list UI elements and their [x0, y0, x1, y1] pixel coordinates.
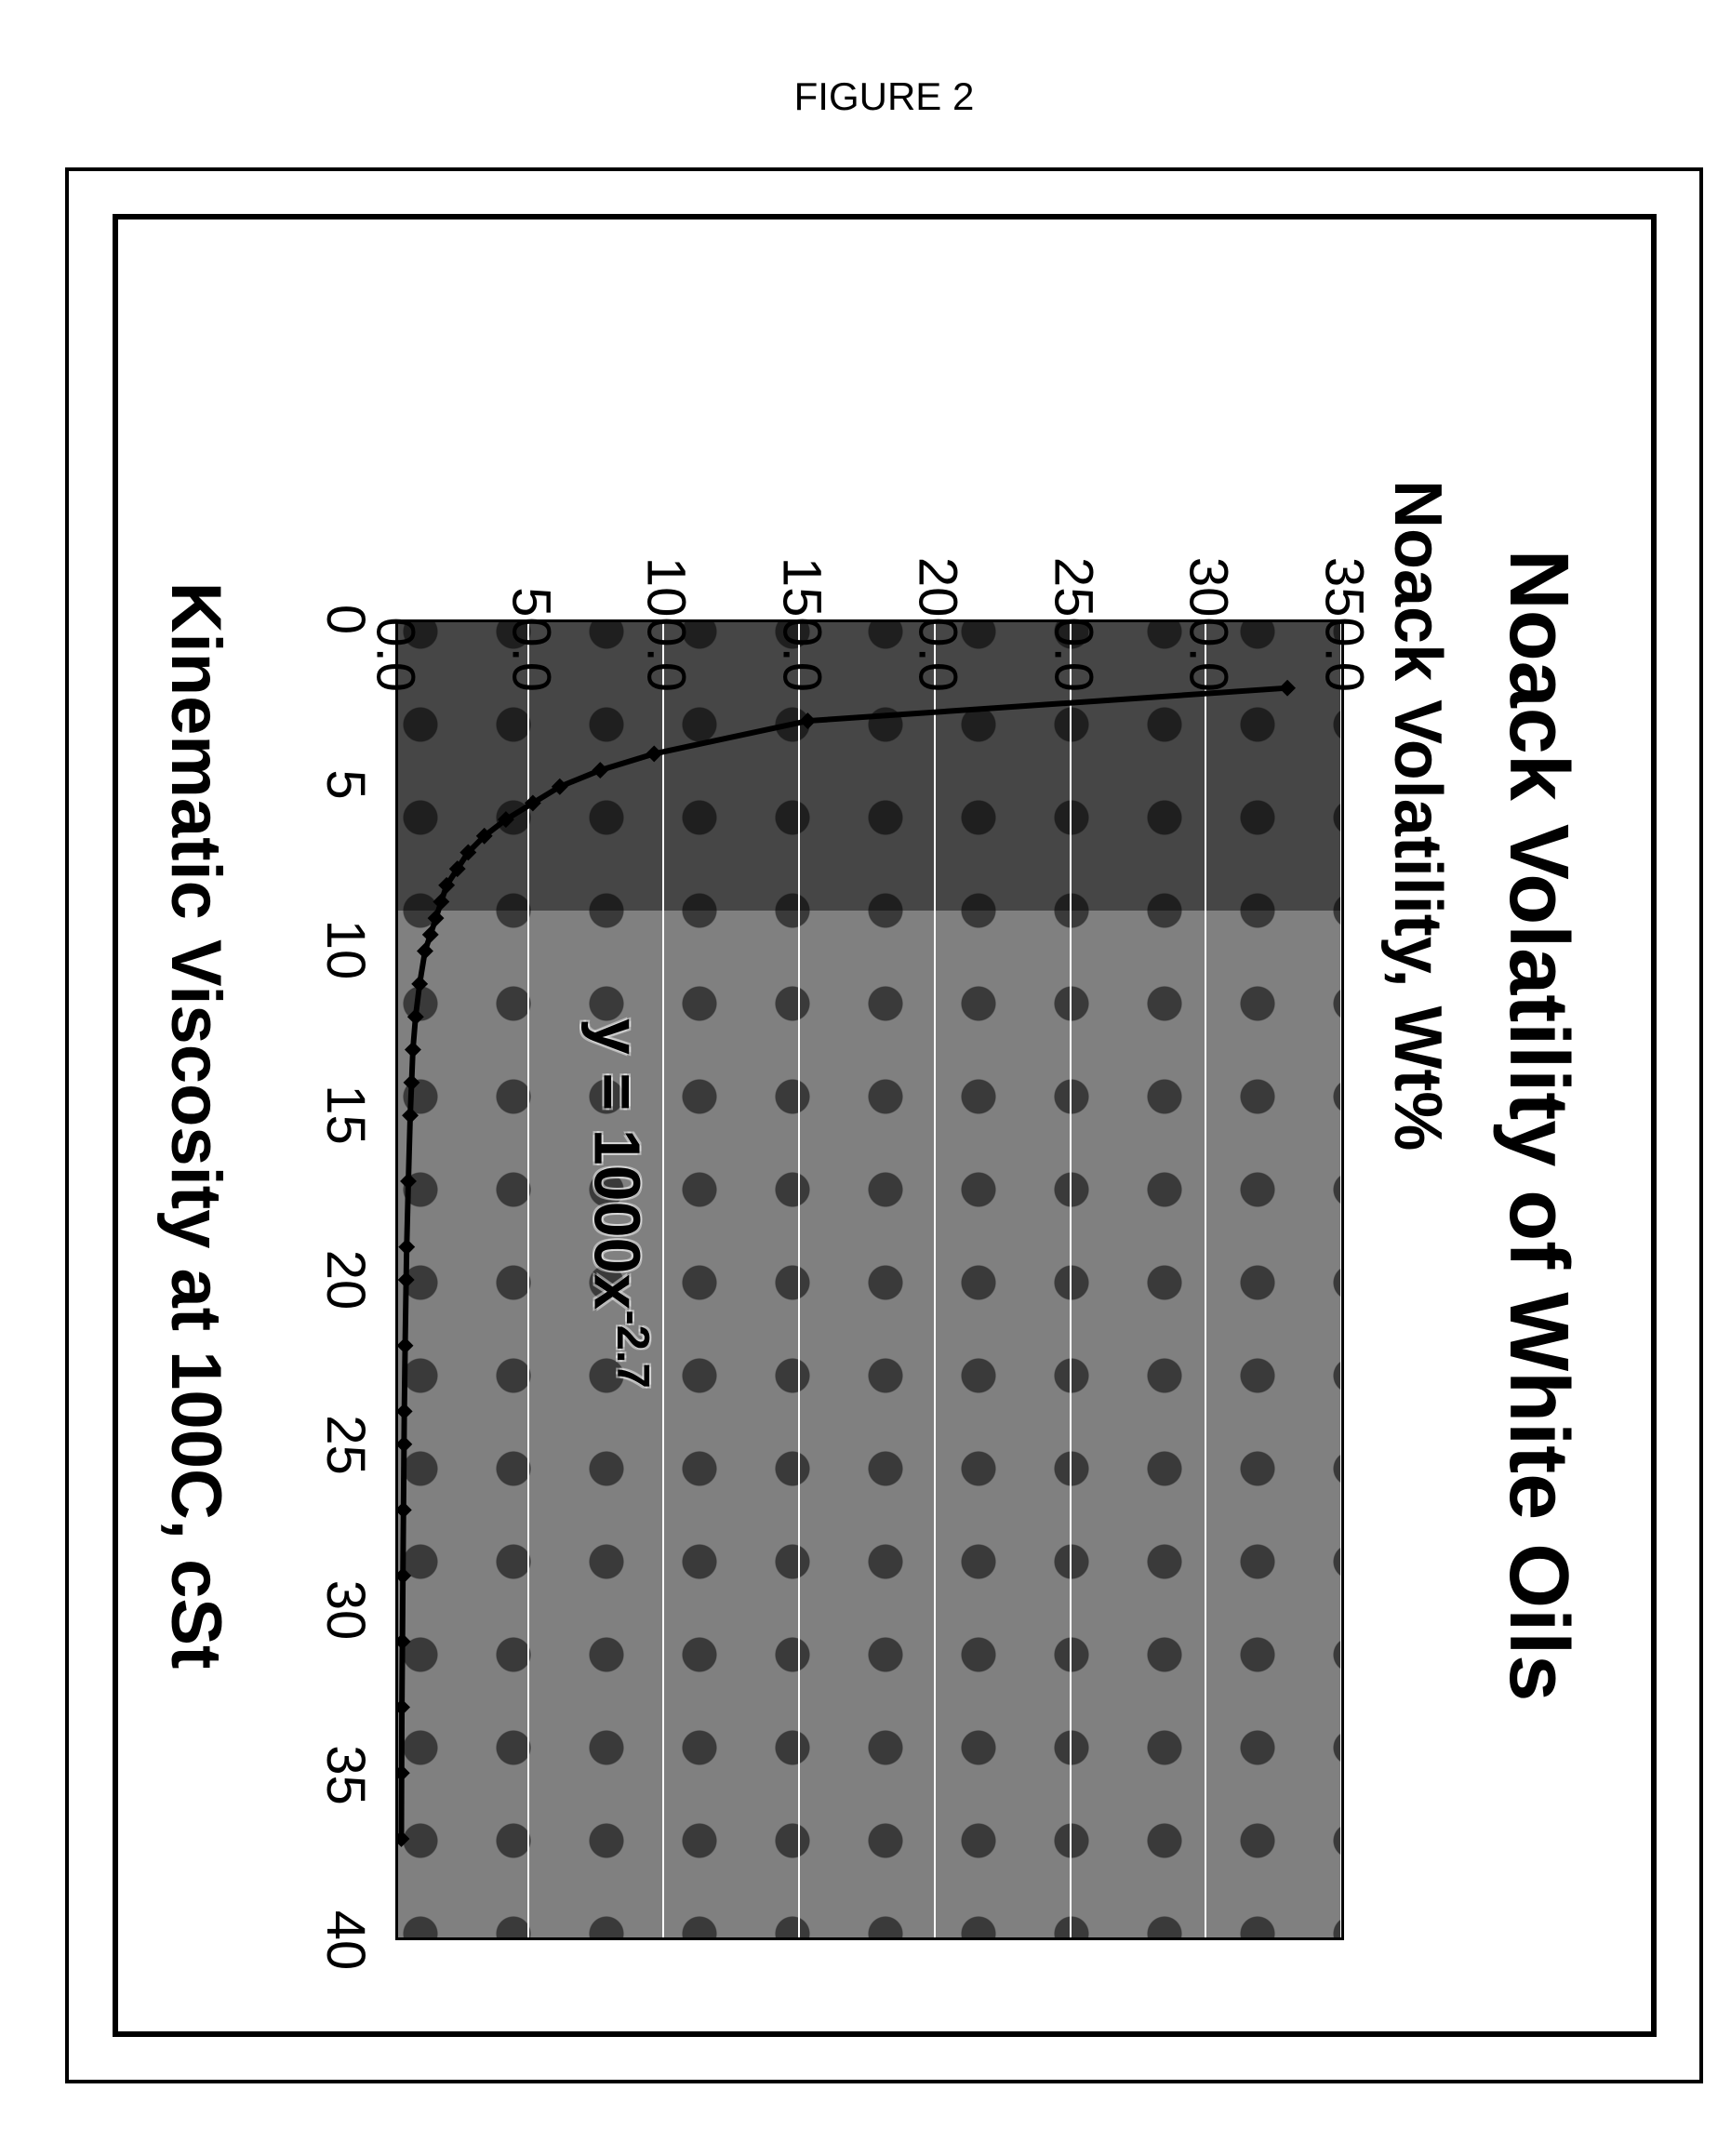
x-tick-label: 10	[314, 920, 377, 980]
data-marker	[398, 1271, 415, 1288]
data-marker	[398, 1764, 410, 1781]
data-marker	[592, 762, 608, 779]
x-tick-label: 40	[314, 1910, 377, 1971]
x-tick-label: 5	[314, 769, 377, 799]
series-line	[401, 688, 1287, 1839]
data-marker	[402, 1107, 419, 1124]
data-marker	[398, 1338, 413, 1354]
page: FIGURE 2 Noack Volatility of White Oils …	[19, 19, 1731, 2137]
data-marker	[398, 1567, 411, 1584]
data-marker	[403, 1074, 419, 1091]
x-tick-label: 20	[314, 1250, 377, 1311]
y-tick-label: 300.0	[1177, 525, 1239, 692]
data-marker	[427, 910, 444, 926]
data-marker	[417, 943, 433, 960]
data-marker	[421, 926, 438, 943]
data-marker	[398, 1501, 412, 1518]
y-tick-label: 250.0	[1042, 525, 1104, 692]
plot-area: y = 1000x-2.7	[395, 619, 1344, 1940]
y-tick-label: 100.0	[634, 525, 697, 692]
data-marker	[398, 1830, 409, 1847]
y-tick-label: 150.0	[770, 525, 832, 692]
y-tick-label: 50.0	[499, 525, 562, 692]
figure-caption: FIGURE 2	[794, 74, 975, 119]
rotated-figure-wrap: Noack Volatility of White Oils Noack Vol…	[113, 214, 1657, 2037]
x-tick-label: 35	[314, 1745, 377, 1805]
data-marker	[646, 745, 662, 762]
data-marker	[398, 1633, 411, 1650]
data-marker	[411, 976, 428, 992]
x-tick-label: 0	[314, 605, 377, 634]
data-marker	[400, 1173, 417, 1190]
x-tick-label: 30	[314, 1580, 377, 1641]
data-marker	[799, 712, 816, 729]
data-marker	[398, 1403, 413, 1419]
x-tick-label: 15	[314, 1085, 377, 1145]
plot-svg	[398, 622, 1341, 1937]
data-marker	[433, 894, 449, 911]
equation-annotation: y = 1000x-2.7	[579, 1018, 658, 1389]
outer-frame: Noack Volatility of White Oils Noack Vol…	[65, 167, 1703, 2083]
y-tick-label: 350.0	[1312, 525, 1375, 692]
x-tick-label: 25	[314, 1415, 377, 1475]
data-marker	[398, 1699, 410, 1716]
data-marker	[398, 1239, 415, 1256]
y-axis-label: Noack Volatility, Wt%	[1379, 480, 1456, 1151]
data-marker	[406, 1008, 423, 1025]
data-marker	[404, 1042, 420, 1058]
figure-panel: Noack Volatility of White Oils Noack Vol…	[113, 214, 1657, 2037]
x-axis-label: Kinematic Viscosity at 100C, cSt	[155, 582, 236, 1670]
data-marker	[1279, 680, 1296, 697]
y-tick-label: 200.0	[906, 525, 968, 692]
chart-title: Noack Volatility of White Oils	[1490, 550, 1586, 1702]
data-marker	[398, 1436, 412, 1453]
